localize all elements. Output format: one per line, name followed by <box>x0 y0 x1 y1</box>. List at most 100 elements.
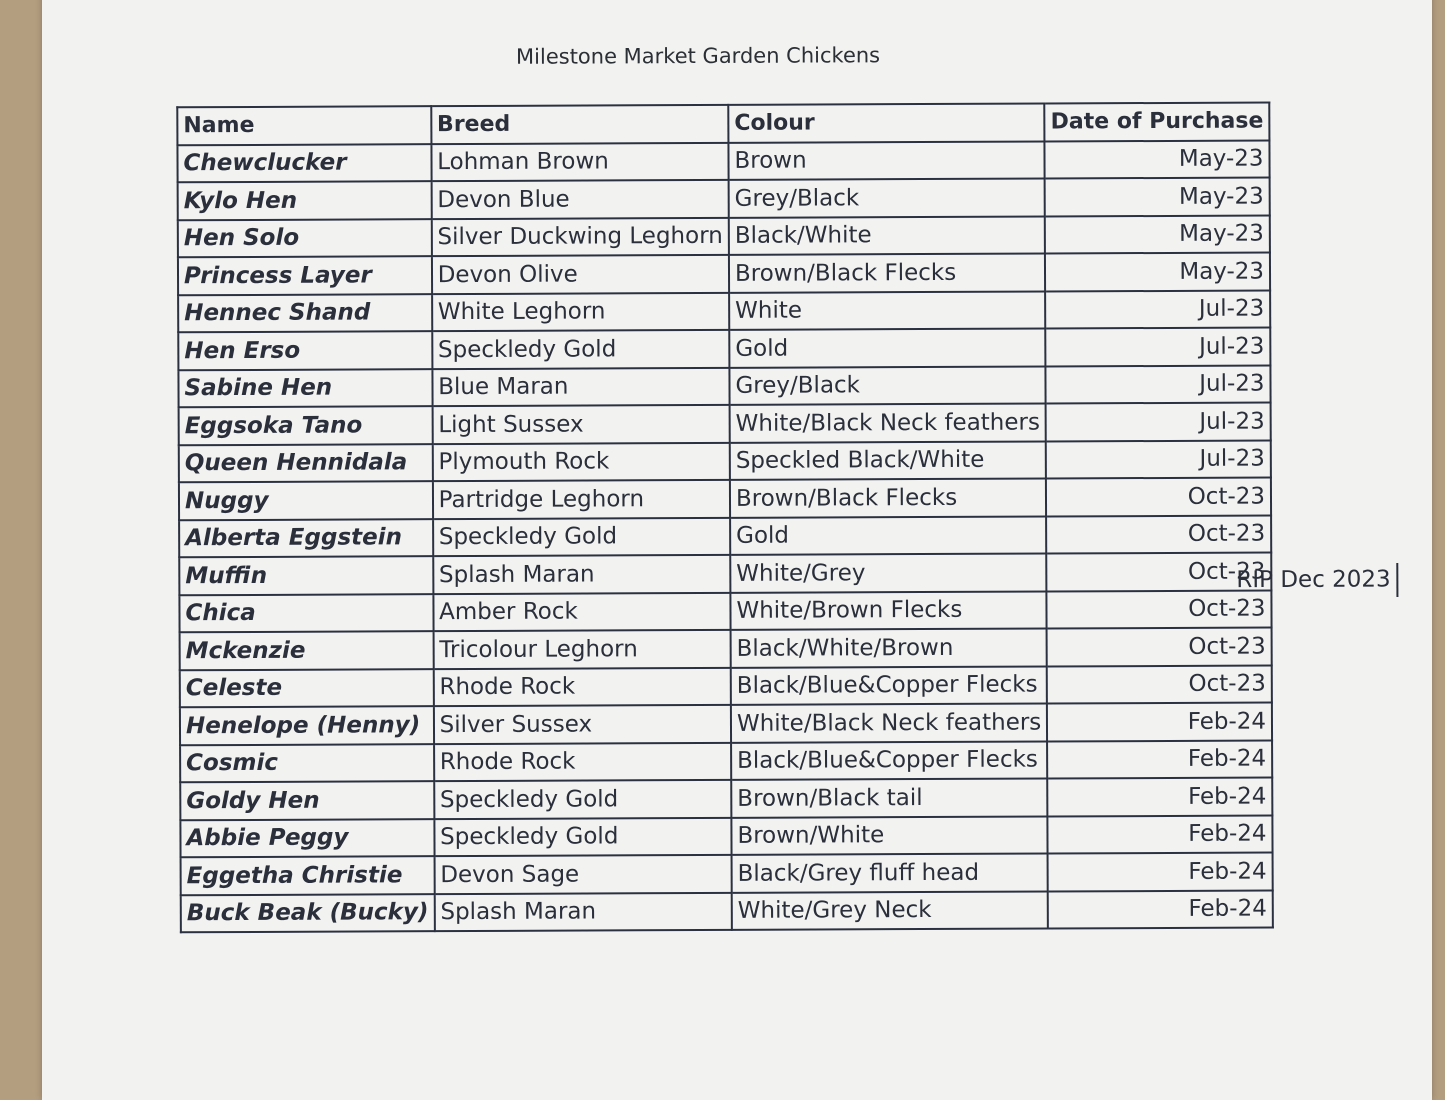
table-row: Sabine Hen Blue Maran Grey/Black Jul-23 <box>178 365 1271 408</box>
header-breed: Breed <box>430 104 729 144</box>
cell-breed: Rhode Rock <box>433 742 732 782</box>
text-cursor <box>1396 562 1399 597</box>
cell-breed: Devon Blue <box>431 179 729 219</box>
cell-colour: Speckled Black/White <box>729 440 1047 480</box>
cell-date: Feb-24 <box>1047 815 1273 854</box>
header-date: Date of Purchase <box>1044 102 1270 141</box>
cell-name: Nuggy <box>178 481 433 520</box>
cell-date: Jul-23 <box>1046 440 1271 479</box>
cell-colour: Gold <box>729 328 1046 368</box>
rip-note-text: RIP Dec 2023 <box>1236 566 1391 594</box>
cell-breed: Silver Sussex <box>433 704 732 744</box>
cell-name: Hen Solo <box>177 218 432 258</box>
cell-name: Cosmic <box>180 743 434 783</box>
cell-name: Eggetha Christie <box>180 856 435 895</box>
cell-breed: Blue Maran <box>432 367 730 407</box>
table-row: Mckenzie Tricolour Leghorn Black/White/Bro… <box>179 627 1272 670</box>
cell-date: May-23 <box>1044 177 1270 216</box>
cell-date: May-23 <box>1045 252 1271 291</box>
cell-colour: Brown/Black Flecks <box>728 253 1046 293</box>
cell-breed: Tricolour Leghorn <box>433 629 731 669</box>
rip-note: RIP Dec 2023 <box>1236 562 1399 598</box>
cell-colour: White/Black Neck feathers <box>729 403 1047 443</box>
cell-date: Oct-23 <box>1047 665 1272 704</box>
cell-colour: White/Black Neck feathers <box>730 703 1048 743</box>
header-colour: Colour <box>728 103 1045 143</box>
cell-name: Eggsoka Tano <box>178 406 433 445</box>
cell-name: Sabine Hen <box>178 368 433 408</box>
cell-breed: Rhode Rock <box>433 667 731 707</box>
table-row: Queen Hennidala Plymouth Rock Speckled Bla… <box>178 440 1271 483</box>
table-row: Nuggy Partridge Leghorn Brown/Black Flecks… <box>178 477 1272 520</box>
cell-breed: Splash Maran <box>434 892 732 932</box>
document-title: Milestone Market Garden Chickens <box>515 43 881 69</box>
cell-name: Abbie Peggy <box>180 818 435 858</box>
cell-date: May-23 <box>1045 215 1270 254</box>
cell-name: Henelope (Henny) <box>179 706 434 745</box>
cell-name: Princess Layer <box>177 256 432 295</box>
cell-date: Oct-23 <box>1046 515 1272 554</box>
table-row: Buck Beak (Bucky) Splash Maran White/Grey … <box>180 890 1273 933</box>
cell-breed: Devon Olive <box>431 254 730 294</box>
header-name: Name <box>177 106 432 145</box>
cell-breed: Devon Sage <box>434 854 732 894</box>
cell-breed: Speckledy Gold <box>432 517 731 557</box>
table-row: Hennec Shand White Leghorn White Jul-23 <box>178 290 1271 333</box>
cell-name: Muffin <box>179 556 434 595</box>
cell-colour: White <box>729 290 1046 330</box>
cell-colour: Black/Blue&Copper Flecks <box>730 665 1048 705</box>
cell-name: Celeste <box>179 668 434 708</box>
table-row: Henelope (Henny) Silver Sussex White/Black… <box>179 702 1273 745</box>
cell-name: Hen Erso <box>178 331 433 370</box>
cell-colour: Grey/Black <box>729 365 1046 405</box>
cell-breed: Speckledy Gold <box>434 817 732 857</box>
table-row: Celeste Rhode Rock Black/Blue&Copper Fleck… <box>179 665 1272 708</box>
table-row: Eggetha Christie Devon Sage Black/Grey flu… <box>180 852 1273 895</box>
cell-colour: Black/Grey fluff head <box>731 853 1048 893</box>
table-row: Hen Erso Speckledy Gold Gold Jul-23 <box>178 327 1271 370</box>
cell-colour: White/Brown Flecks <box>730 590 1047 630</box>
paper-sheet <box>42 0 1432 1100</box>
table-row: Muffin Splash Maran White/Grey Oct-23 <box>179 552 1272 595</box>
cell-name: Hennec Shand <box>178 293 432 333</box>
table-row: Goldy Hen Speckledy Gold Brown/Black tail F… <box>180 777 1273 820</box>
cell-date: May-23 <box>1044 140 1270 179</box>
cell-breed: Plymouth Rock <box>432 442 730 482</box>
cell-date: Jul-23 <box>1045 327 1271 366</box>
cell-colour: Black/Blue&Copper Flecks <box>731 740 1048 780</box>
table-row: Eggsoka Tano Light Sussex White/Black Neck… <box>178 402 1271 445</box>
cell-name: Chewclucker <box>177 143 432 183</box>
cell-breed: Partridge Leghorn <box>432 479 731 519</box>
cell-colour: White/Grey <box>730 553 1047 593</box>
cell-breed: White Leghorn <box>431 292 730 332</box>
cell-colour: White/Grey Neck <box>731 890 1049 930</box>
cell-name: Alberta Eggstein <box>179 518 433 558</box>
cell-breed: Splash Maran <box>432 554 731 594</box>
cell-date: Oct-23 <box>1046 477 1272 516</box>
cell-date: Feb-24 <box>1047 777 1273 816</box>
cell-name: Kylo Hen <box>177 181 432 220</box>
cell-colour: Brown <box>728 140 1045 180</box>
cell-colour: Black/White <box>728 215 1046 255</box>
cell-date: Jul-23 <box>1045 290 1271 329</box>
table-row: Cosmic Rhode Rock Black/Blue&Copper Flecks… <box>180 740 1273 783</box>
table-row: Abbie Peggy Speckledy Gold Brown/White Feb-… <box>180 815 1273 858</box>
cell-colour: Brown/Black Flecks <box>729 478 1047 518</box>
cell-name: Mckenzie <box>179 631 434 670</box>
cell-breed: Speckledy Gold <box>433 779 732 819</box>
table-row: Princess Layer Devon Olive Brown/Black Fle… <box>177 252 1271 295</box>
cell-name: Goldy Hen <box>180 781 435 820</box>
cell-date: Feb-24 <box>1047 702 1273 741</box>
cell-colour: Black/White/Brown <box>730 628 1048 668</box>
chickens-table: Name Breed Colour Date of Purchase Chewc… <box>176 102 1274 934</box>
cell-breed: Speckledy Gold <box>431 329 730 369</box>
cell-colour: Brown/Black tail <box>731 778 1048 818</box>
cell-date: Oct-23 <box>1046 627 1272 666</box>
cell-colour: Gold <box>730 515 1047 555</box>
cell-date: Jul-23 <box>1045 365 1271 404</box>
cell-name: Queen Hennidala <box>178 443 433 483</box>
cell-name: Chica <box>179 593 434 633</box>
table-row: Kylo Hen Devon Blue Grey/Black May-23 <box>177 177 1270 220</box>
cell-breed: Light Sussex <box>432 404 730 444</box>
